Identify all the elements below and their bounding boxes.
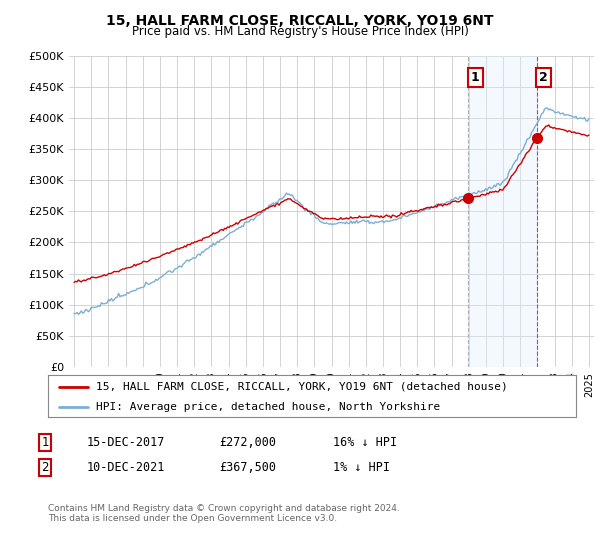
Text: 15-DEC-2017: 15-DEC-2017: [87, 436, 166, 449]
Text: £367,500: £367,500: [219, 461, 276, 474]
Text: 1: 1: [41, 436, 49, 449]
Text: 2: 2: [539, 71, 548, 84]
Bar: [468, 56, 536, 367]
Text: 1% ↓ HPI: 1% ↓ HPI: [333, 461, 390, 474]
Text: £272,000: £272,000: [219, 436, 276, 449]
Text: Contains HM Land Registry data © Crown copyright and database right 2024.
This d: Contains HM Land Registry data © Crown c…: [48, 504, 400, 524]
Text: HPI: Average price, detached house, North Yorkshire: HPI: Average price, detached house, Nort…: [95, 402, 440, 412]
Text: 2: 2: [41, 461, 49, 474]
Text: 10-DEC-2021: 10-DEC-2021: [87, 461, 166, 474]
Text: Price paid vs. HM Land Registry's House Price Index (HPI): Price paid vs. HM Land Registry's House …: [131, 25, 469, 38]
Text: 1: 1: [470, 71, 479, 84]
Text: 16% ↓ HPI: 16% ↓ HPI: [333, 436, 397, 449]
Text: 15, HALL FARM CLOSE, RICCALL, YORK, YO19 6NT: 15, HALL FARM CLOSE, RICCALL, YORK, YO19…: [106, 14, 494, 28]
Text: 15, HALL FARM CLOSE, RICCALL, YORK, YO19 6NT (detached house): 15, HALL FARM CLOSE, RICCALL, YORK, YO19…: [95, 381, 507, 391]
